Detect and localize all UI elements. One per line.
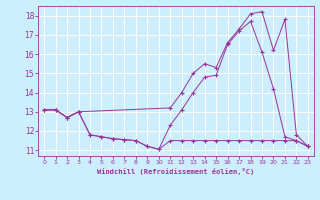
- X-axis label: Windchill (Refroidissement éolien,°C): Windchill (Refroidissement éolien,°C): [97, 168, 255, 175]
